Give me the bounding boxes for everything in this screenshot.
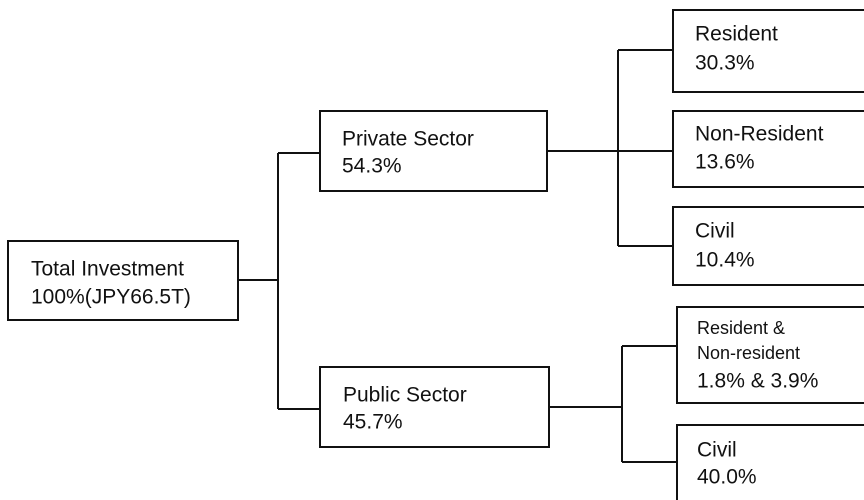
node-box bbox=[672, 110, 864, 188]
node-label: 13.6% bbox=[695, 151, 755, 174]
node-box bbox=[319, 110, 548, 192]
node-label: Resident bbox=[695, 23, 778, 46]
node-label: 30.3% bbox=[695, 52, 755, 75]
node-label: 1.8% & 3.9% bbox=[697, 370, 818, 393]
node-box bbox=[7, 240, 239, 321]
node-box bbox=[319, 366, 550, 448]
node-box bbox=[672, 9, 864, 93]
node-non-resident: Non-Resident 13.6% bbox=[672, 110, 864, 188]
node-public-civil: Civil 40.0% bbox=[676, 424, 864, 500]
node-label: 40.0% bbox=[697, 466, 757, 489]
node-label: 45.7% bbox=[343, 411, 403, 434]
node-label: Private Sector bbox=[342, 128, 474, 151]
node-label: Total Investment bbox=[31, 258, 184, 281]
connectors bbox=[238, 49, 677, 463]
node-label: Resident & bbox=[697, 318, 785, 338]
node-box bbox=[672, 206, 864, 286]
node-box bbox=[676, 306, 864, 404]
node-label: 100%(JPY66.5T) bbox=[31, 286, 191, 309]
node-total: Total Investment 100%(JPY66.5T) bbox=[7, 240, 239, 321]
node-private-civil: Civil 10.4% bbox=[672, 206, 864, 286]
node-label: 54.3% bbox=[342, 155, 402, 178]
node-private: Private Sector 54.3% bbox=[319, 110, 548, 192]
node-label: Non-Resident bbox=[695, 123, 824, 146]
node-label: Civil bbox=[695, 220, 735, 243]
node-resident-non-resident: Resident & Non-resident 1.8% & 3.9% bbox=[676, 306, 864, 404]
node-label: Non-resident bbox=[697, 343, 800, 363]
node-label: Civil bbox=[697, 439, 737, 462]
node-public: Public Sector 45.7% bbox=[319, 366, 550, 448]
node-resident: Resident 30.3% bbox=[672, 9, 864, 93]
node-label: 10.4% bbox=[695, 249, 755, 272]
node-box bbox=[676, 424, 864, 500]
node-label: Public Sector bbox=[343, 384, 467, 407]
